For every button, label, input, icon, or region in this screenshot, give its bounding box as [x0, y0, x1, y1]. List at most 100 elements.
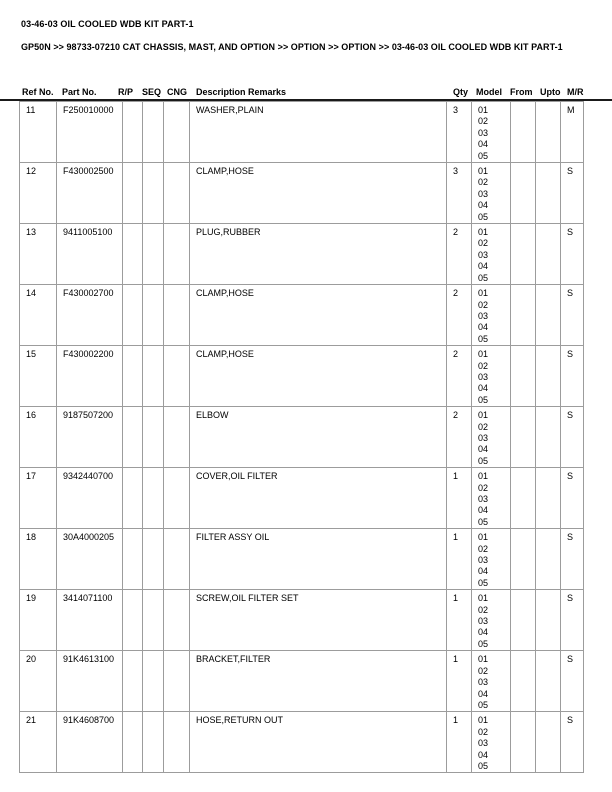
- model-line: 03: [478, 494, 489, 504]
- cell-upto: [535, 650, 561, 713]
- cell-part-no: 30A4000205: [56, 528, 123, 591]
- model-line: 04: [478, 749, 489, 760]
- column-header-model: Model: [476, 87, 502, 97]
- cell-from: [510, 650, 536, 713]
- page-title: 03-46-03 OIL COOLED WDB KIT PART-1: [21, 19, 194, 29]
- model-line: 04: [478, 200, 489, 211]
- model-line: 02: [478, 482, 489, 493]
- model-line: 04: [478, 139, 489, 150]
- cell-from: [510, 100, 536, 164]
- model-line: 01: [478, 349, 489, 360]
- cell-cng: [163, 162, 190, 225]
- cell-seq: [142, 589, 164, 652]
- cell-part-no: 9342440700: [56, 467, 123, 530]
- cell-model: 01 02 03 04 05: [471, 406, 511, 469]
- cell-upto: [535, 711, 561, 774]
- cell-model: 01 02 03 04 05: [471, 100, 511, 164]
- cell-rp: [122, 345, 143, 408]
- cell-model: 01 02 03 04 05: [471, 223, 511, 286]
- cell-part-no: 91K4613100: [56, 650, 123, 713]
- cell-mr: S: [560, 406, 584, 469]
- cell-qty: 1: [446, 467, 472, 530]
- table-row: 11 F250010000 WASHER,PLAIN 3 01 02 03 04 05 …: [19, 100, 584, 164]
- cell-from: [510, 345, 536, 408]
- cell-cng: [163, 223, 190, 286]
- cell-ref-no: 16: [19, 406, 57, 469]
- model-line: 03: [478, 738, 489, 749]
- cell-part-no: F430002200: [56, 345, 123, 408]
- model-line: 03: [478, 249, 489, 260]
- cell-cng: [163, 284, 190, 347]
- model-line: 05: [478, 333, 489, 344]
- cell-ref-no: 21: [19, 711, 57, 774]
- cell-rp: [122, 162, 143, 225]
- cell-upto: [535, 223, 561, 286]
- cell-description: ELBOW: [189, 406, 447, 469]
- cell-description: CLAMP,HOSE: [189, 284, 447, 347]
- cell-model: 01 02 03 04 05: [471, 162, 511, 225]
- model-line: 03: [478, 616, 489, 627]
- cell-description: CLAMP,HOSE: [189, 162, 447, 225]
- cell-description: BRACKET,FILTER: [189, 650, 447, 713]
- cell-qty: 1: [446, 650, 472, 713]
- cell-cng: [163, 650, 190, 713]
- column-header-cng: CNG: [167, 87, 187, 97]
- table-row: 16 9187507200 ELBOW 2 01 02 03 04 05 S: [19, 406, 584, 469]
- cell-from: [510, 589, 536, 652]
- cell-ref-no: 15: [19, 345, 57, 408]
- cell-qty: 1: [446, 528, 472, 591]
- table-row: 19 3414071100 SCREW,OIL FILTER SET 1 01 0…: [19, 589, 584, 652]
- model-line: 02: [478, 177, 489, 188]
- header-divider-rule: [0, 99, 612, 101]
- cell-part-no: F430002700: [56, 284, 123, 347]
- model-line: 05: [478, 150, 489, 161]
- model-line: 02: [478, 543, 489, 554]
- cell-seq: [142, 711, 164, 774]
- cell-description: FILTER ASSY OIL: [189, 528, 447, 591]
- cell-qty: 2: [446, 345, 472, 408]
- model-line: 01: [478, 166, 489, 177]
- cell-ref-no: 12: [19, 162, 57, 225]
- table-column-headers: Ref No. Part No. R/P SEQ CNG Description…: [0, 87, 612, 99]
- cell-upto: [535, 467, 561, 530]
- model-line: 04: [478, 566, 489, 577]
- cell-model: 01 02 03 04 05: [471, 650, 511, 713]
- column-header-description: Description Remarks: [196, 87, 287, 97]
- cell-model: 01 02 03 04 05: [471, 711, 511, 774]
- model-line: 01: [478, 227, 489, 238]
- cell-mr: S: [560, 711, 584, 774]
- table-row: 14 F430002700 CLAMP,HOSE 2 01 02 03 04 05 S: [19, 284, 584, 347]
- cell-upto: [535, 100, 561, 164]
- cell-qty: 2: [446, 223, 472, 286]
- cell-ref-no: 11: [19, 100, 57, 164]
- model-line: 03: [478, 432, 489, 443]
- cell-part-no: 91K4608700: [56, 711, 123, 774]
- cell-cng: [163, 467, 190, 530]
- model-line: 02: [478, 604, 489, 615]
- column-header-from: From: [510, 87, 533, 97]
- column-header-qty: Qty: [453, 87, 469, 97]
- cell-qty: 2: [446, 284, 472, 347]
- model-line: 05: [478, 516, 489, 527]
- cell-seq: [142, 467, 164, 530]
- cell-from: [510, 406, 536, 469]
- cell-upto: [535, 589, 561, 652]
- cell-mr: M: [560, 100, 584, 164]
- cell-description: PLUG,RUBBER: [189, 223, 447, 286]
- cell-description: SCREW,OIL FILTER SET: [189, 589, 447, 652]
- model-line: 04: [478, 627, 489, 638]
- model-line: 02: [478, 360, 489, 371]
- cell-from: [510, 162, 536, 225]
- cell-ref-no: 17: [19, 467, 57, 530]
- cell-seq: [142, 162, 164, 225]
- cell-from: [510, 284, 536, 347]
- cell-rp: [122, 284, 143, 347]
- model-line: 01: [478, 532, 489, 543]
- cell-seq: [142, 100, 164, 164]
- cell-description: HOSE,RETURN OUT: [189, 711, 447, 774]
- cell-model: 01 02 03 04 05: [471, 528, 511, 591]
- cell-from: [510, 467, 536, 530]
- cell-cng: [163, 528, 190, 591]
- cell-qty: 3: [446, 162, 472, 225]
